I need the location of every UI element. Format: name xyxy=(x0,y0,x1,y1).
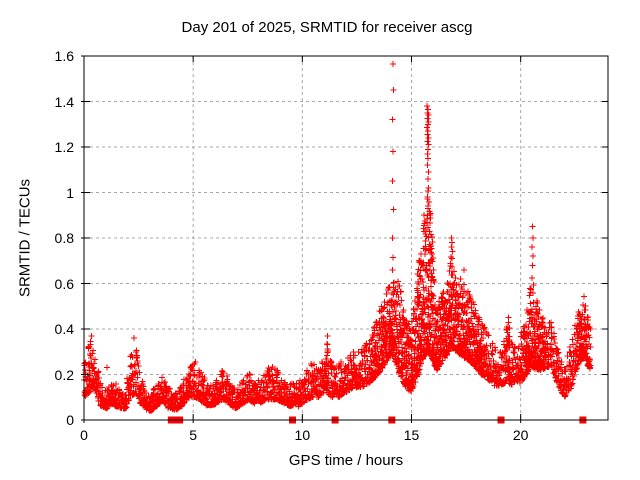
x-tick-label: 10 xyxy=(294,427,311,443)
y-tick-label: 0.4 xyxy=(54,321,74,337)
y-tick-label: 1 xyxy=(66,184,74,201)
x-tick-label: 20 xyxy=(512,427,529,443)
x-tick-label: 15 xyxy=(403,427,420,443)
x-tick-label: 5 xyxy=(189,427,198,443)
y-tick-label: 0.8 xyxy=(54,230,74,246)
x-axis-label: GPS time / hours xyxy=(288,452,404,469)
y-tick-label: 0.6 xyxy=(54,275,74,292)
y-tick-label: 1.6 xyxy=(54,48,74,64)
chart-title: Day 201 of 2025, SRMTID for receiver asc… xyxy=(181,19,473,36)
y-tick-label: 1.4 xyxy=(54,93,74,110)
y-tick-label: 0 xyxy=(66,412,74,428)
y-tick-label: 0.2 xyxy=(54,366,74,383)
x-tick-label: 0 xyxy=(80,427,88,443)
y-tick-label: 1.2 xyxy=(54,139,74,155)
